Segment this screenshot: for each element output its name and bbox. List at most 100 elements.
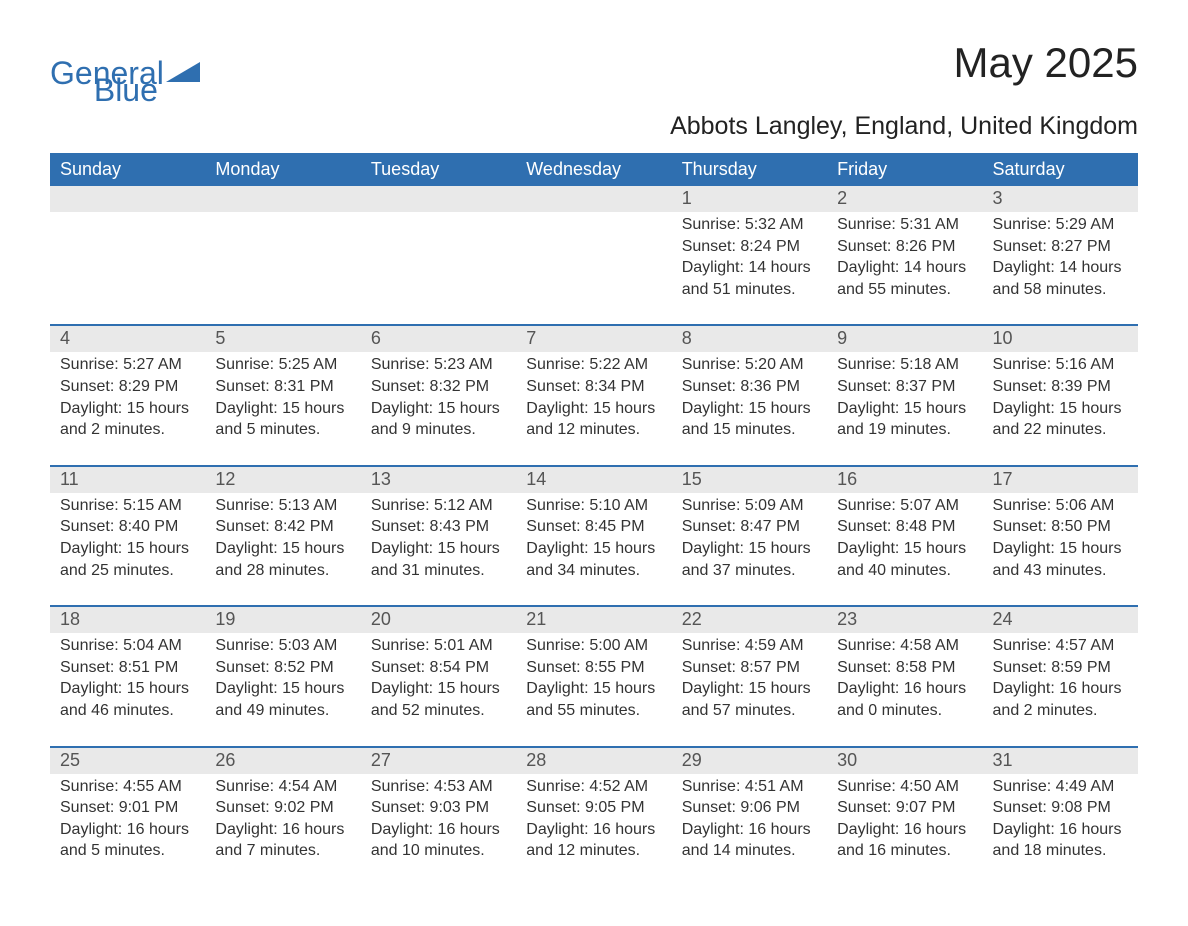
dow-header: Wednesday (516, 153, 671, 186)
day-number: 29 (672, 748, 827, 774)
day-number: 2 (827, 186, 982, 212)
day-body: Sunrise: 5:06 AMSunset: 8:50 PMDaylight:… (983, 493, 1138, 581)
day-body: Sunrise: 5:31 AMSunset: 8:26 PMDaylight:… (827, 212, 982, 300)
day-number: 15 (672, 467, 827, 493)
sunset-text: Sunset: 8:43 PM (371, 516, 506, 538)
logo-triangle-icon (166, 60, 200, 87)
sunset-text: Sunset: 8:58 PM (837, 657, 972, 679)
day-body: Sunrise: 4:51 AMSunset: 9:06 PMDaylight:… (672, 774, 827, 862)
day-body: Sunrise: 5:03 AMSunset: 8:52 PMDaylight:… (205, 633, 360, 721)
calendar-day: 7Sunrise: 5:22 AMSunset: 8:34 PMDaylight… (516, 325, 671, 465)
day-body: Sunrise: 5:23 AMSunset: 8:32 PMDaylight:… (361, 352, 516, 440)
day-number: 12 (205, 467, 360, 493)
day-number: 3 (983, 186, 1138, 212)
sunset-text: Sunset: 8:57 PM (682, 657, 817, 679)
calendar-day: 8Sunrise: 5:20 AMSunset: 8:36 PMDaylight… (672, 325, 827, 465)
daylight-text: Daylight: 15 hours and 28 minutes. (215, 538, 350, 581)
sunset-text: Sunset: 8:24 PM (682, 236, 817, 258)
sunset-text: Sunset: 8:45 PM (526, 516, 661, 538)
dow-header: Tuesday (361, 153, 516, 186)
sunset-text: Sunset: 8:39 PM (993, 376, 1128, 398)
day-number: 5 (205, 326, 360, 352)
sunrise-text: Sunrise: 5:06 AM (993, 495, 1128, 517)
sunset-text: Sunset: 9:05 PM (526, 797, 661, 819)
day-body: Sunrise: 5:16 AMSunset: 8:39 PMDaylight:… (983, 352, 1138, 440)
calendar-day: 13Sunrise: 5:12 AMSunset: 8:43 PMDayligh… (361, 466, 516, 606)
sunrise-text: Sunrise: 4:53 AM (371, 776, 506, 798)
day-number: 24 (983, 607, 1138, 633)
sunrise-text: Sunrise: 4:54 AM (215, 776, 350, 798)
sunrise-text: Sunrise: 5:15 AM (60, 495, 195, 517)
day-number: 25 (50, 748, 205, 774)
calendar-day-empty (205, 186, 360, 325)
day-number: 21 (516, 607, 671, 633)
day-number: 8 (672, 326, 827, 352)
day-body: Sunrise: 4:50 AMSunset: 9:07 PMDaylight:… (827, 774, 982, 862)
sunset-text: Sunset: 8:36 PM (682, 376, 817, 398)
calendar-day-empty (516, 186, 671, 325)
daylight-text: Daylight: 15 hours and 55 minutes. (526, 678, 661, 721)
sunrise-text: Sunrise: 4:57 AM (993, 635, 1128, 657)
day-number: 17 (983, 467, 1138, 493)
calendar-day: 1Sunrise: 5:32 AMSunset: 8:24 PMDaylight… (672, 186, 827, 325)
calendar-day: 19Sunrise: 5:03 AMSunset: 8:52 PMDayligh… (205, 606, 360, 746)
sunrise-text: Sunrise: 5:27 AM (60, 354, 195, 376)
day-number: 4 (50, 326, 205, 352)
sunset-text: Sunset: 8:37 PM (837, 376, 972, 398)
day-body: Sunrise: 5:10 AMSunset: 8:45 PMDaylight:… (516, 493, 671, 581)
day-number: 11 (50, 467, 205, 493)
sunrise-text: Sunrise: 5:09 AM (682, 495, 817, 517)
day-body: Sunrise: 5:32 AMSunset: 8:24 PMDaylight:… (672, 212, 827, 300)
calendar-day: 2Sunrise: 5:31 AMSunset: 8:26 PMDaylight… (827, 186, 982, 325)
day-body: Sunrise: 4:52 AMSunset: 9:05 PMDaylight:… (516, 774, 671, 862)
sunset-text: Sunset: 8:52 PM (215, 657, 350, 679)
sunset-text: Sunset: 8:34 PM (526, 376, 661, 398)
sunset-text: Sunset: 8:55 PM (526, 657, 661, 679)
day-body: Sunrise: 5:29 AMSunset: 8:27 PMDaylight:… (983, 212, 1138, 300)
calendar-day: 20Sunrise: 5:01 AMSunset: 8:54 PMDayligh… (361, 606, 516, 746)
daylight-text: Daylight: 16 hours and 7 minutes. (215, 819, 350, 862)
title-block: May 2025 (954, 40, 1138, 86)
day-body: Sunrise: 5:04 AMSunset: 8:51 PMDaylight:… (50, 633, 205, 721)
calendar-day: 26Sunrise: 4:54 AMSunset: 9:02 PMDayligh… (205, 747, 360, 886)
sunrise-text: Sunrise: 5:07 AM (837, 495, 972, 517)
dow-header: Thursday (672, 153, 827, 186)
daylight-text: Daylight: 15 hours and 5 minutes. (215, 398, 350, 441)
calendar-day: 4Sunrise: 5:27 AMSunset: 8:29 PMDaylight… (50, 325, 205, 465)
daylight-text: Daylight: 15 hours and 9 minutes. (371, 398, 506, 441)
sunrise-text: Sunrise: 5:00 AM (526, 635, 661, 657)
daylight-text: Daylight: 15 hours and 15 minutes. (682, 398, 817, 441)
sunset-text: Sunset: 9:01 PM (60, 797, 195, 819)
daylight-text: Daylight: 15 hours and 12 minutes. (526, 398, 661, 441)
dow-header: Friday (827, 153, 982, 186)
sunset-text: Sunset: 9:07 PM (837, 797, 972, 819)
sunrise-text: Sunrise: 5:20 AM (682, 354, 817, 376)
sunset-text: Sunset: 8:31 PM (215, 376, 350, 398)
calendar-day: 15Sunrise: 5:09 AMSunset: 8:47 PMDayligh… (672, 466, 827, 606)
day-number: 20 (361, 607, 516, 633)
day-body: Sunrise: 4:58 AMSunset: 8:58 PMDaylight:… (827, 633, 982, 721)
calendar-week: 1Sunrise: 5:32 AMSunset: 8:24 PMDaylight… (50, 186, 1138, 325)
sunrise-text: Sunrise: 4:51 AM (682, 776, 817, 798)
daylight-text: Daylight: 16 hours and 12 minutes. (526, 819, 661, 862)
day-number: 26 (205, 748, 360, 774)
day-number (516, 186, 671, 212)
daylight-text: Daylight: 14 hours and 51 minutes. (682, 257, 817, 300)
day-body: Sunrise: 4:59 AMSunset: 8:57 PMDaylight:… (672, 633, 827, 721)
day-body: Sunrise: 5:15 AMSunset: 8:40 PMDaylight:… (50, 493, 205, 581)
sunset-text: Sunset: 8:59 PM (993, 657, 1128, 679)
calendar-week: 25Sunrise: 4:55 AMSunset: 9:01 PMDayligh… (50, 747, 1138, 886)
sunset-text: Sunset: 8:50 PM (993, 516, 1128, 538)
calendar-day: 30Sunrise: 4:50 AMSunset: 9:07 PMDayligh… (827, 747, 982, 886)
calendar-day: 21Sunrise: 5:00 AMSunset: 8:55 PMDayligh… (516, 606, 671, 746)
day-number: 10 (983, 326, 1138, 352)
day-body: Sunrise: 5:01 AMSunset: 8:54 PMDaylight:… (361, 633, 516, 721)
logo-word2: Blue (94, 72, 158, 108)
sunset-text: Sunset: 8:54 PM (371, 657, 506, 679)
daylight-text: Daylight: 16 hours and 0 minutes. (837, 678, 972, 721)
day-number: 7 (516, 326, 671, 352)
daylight-text: Daylight: 15 hours and 25 minutes. (60, 538, 195, 581)
daylight-text: Daylight: 15 hours and 31 minutes. (371, 538, 506, 581)
day-body: Sunrise: 4:55 AMSunset: 9:01 PMDaylight:… (50, 774, 205, 862)
calendar-day: 9Sunrise: 5:18 AMSunset: 8:37 PMDaylight… (827, 325, 982, 465)
